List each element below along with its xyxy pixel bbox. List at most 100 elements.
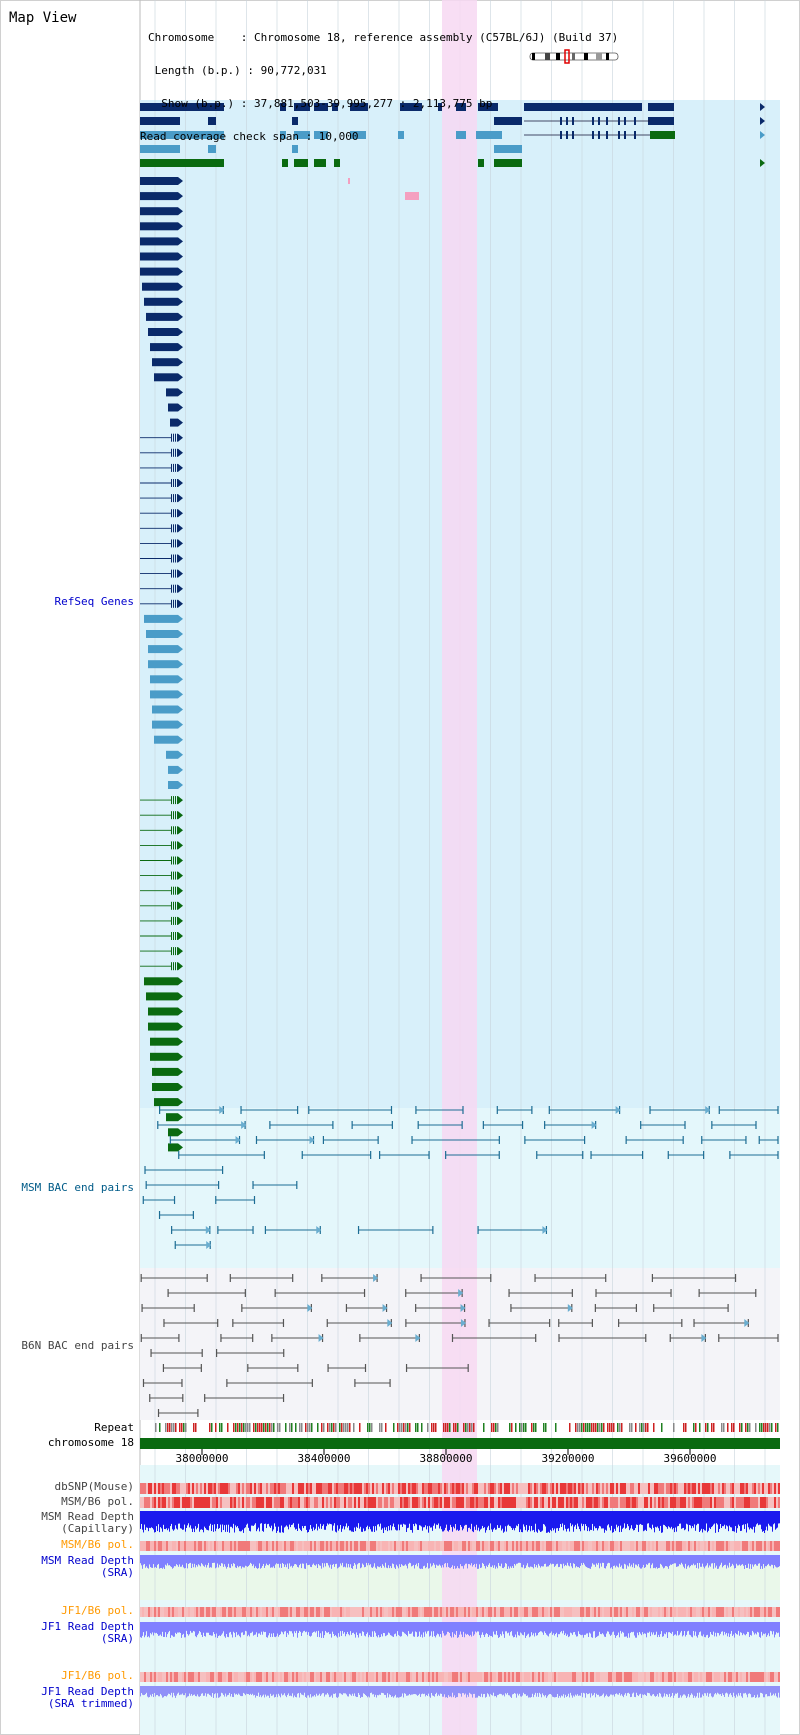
- read-depth-bar: [497, 1555, 498, 1569]
- read-depth-bar: [173, 1686, 174, 1693]
- read-depth-bar: [528, 1511, 529, 1531]
- read-depth-bar: [318, 1686, 319, 1696]
- read-depth-bar: [576, 1511, 577, 1530]
- read-depth-bar: [170, 1622, 171, 1638]
- read-depth-bar: [510, 1686, 511, 1697]
- snp-density: [566, 1483, 568, 1494]
- read-depth-bar: [609, 1622, 610, 1635]
- snp-density: [364, 1607, 366, 1617]
- read-depth-bar: [221, 1622, 222, 1635]
- snp-density: [440, 1541, 442, 1551]
- read-depth-bar: [144, 1511, 145, 1525]
- snp-density: [392, 1672, 394, 1682]
- read-depth-bar: [544, 1555, 545, 1565]
- read-depth-bar: [417, 1555, 418, 1567]
- read-depth-bar: [180, 1686, 181, 1695]
- read-depth-bar: [454, 1555, 455, 1566]
- gene-exon: [606, 131, 608, 139]
- snp-density: [214, 1672, 216, 1682]
- read-depth-bar: [395, 1511, 396, 1530]
- read-depth-bar: [737, 1622, 738, 1635]
- read-depth-bar: [623, 1511, 624, 1528]
- read-depth-bar: [237, 1686, 238, 1695]
- read-depth-bar: [211, 1622, 212, 1636]
- snp-density: [724, 1607, 726, 1617]
- snp-density: [526, 1483, 528, 1494]
- snp-density: [542, 1497, 544, 1508]
- read-depth-bar: [499, 1686, 500, 1694]
- read-depth-bar: [766, 1511, 767, 1527]
- snp-density: [344, 1483, 346, 1494]
- snp-density: [520, 1483, 522, 1494]
- read-depth-bar: [584, 1622, 585, 1635]
- gene-pseudo: [348, 178, 350, 184]
- snp-density: [708, 1483, 710, 1494]
- read-depth-bar: [642, 1686, 643, 1695]
- read-depth-bar: [715, 1511, 716, 1533]
- read-depth-bar: [291, 1511, 292, 1525]
- read-depth-bar: [777, 1686, 778, 1698]
- read-depth-bar: [752, 1686, 753, 1698]
- snp-density: [420, 1483, 422, 1494]
- track-label-b6n-bac[interactable]: B6N BAC end pairs: [21, 1339, 134, 1352]
- snp-density: [738, 1672, 740, 1682]
- snp-density: [698, 1607, 700, 1617]
- read-depth-bar: [245, 1686, 246, 1696]
- read-depth-bar: [406, 1511, 407, 1532]
- snp-density: [566, 1672, 568, 1682]
- read-depth-bar: [560, 1622, 561, 1633]
- read-depth-bar: [735, 1511, 736, 1527]
- read-depth-bar: [418, 1622, 419, 1637]
- snp-density: [342, 1541, 344, 1551]
- read-depth-bar: [155, 1686, 156, 1697]
- read-depth-bar: [497, 1511, 498, 1526]
- page-title: Map View: [9, 10, 77, 26]
- snp-density: [354, 1607, 356, 1617]
- track-label-refseq-genes[interactable]: RefSeq Genes: [54, 595, 134, 608]
- snp-density: [632, 1483, 634, 1494]
- read-depth-bar: [508, 1555, 509, 1567]
- read-depth-bar: [348, 1686, 349, 1697]
- read-depth-bar: [179, 1686, 180, 1696]
- read-depth-bar: [730, 1511, 731, 1528]
- read-depth-bar: [151, 1622, 152, 1635]
- gene-strand-arrow: [178, 916, 183, 925]
- read-depth-bar: [620, 1555, 621, 1567]
- read-depth-bar: [365, 1686, 366, 1695]
- read-depth-bar: [514, 1622, 515, 1637]
- read-depth-bar: [253, 1622, 254, 1636]
- read-depth-bar: [520, 1555, 521, 1564]
- read-depth-bar: [490, 1686, 491, 1694]
- snp-density: [338, 1541, 340, 1551]
- snp-density: [642, 1607, 644, 1617]
- read-depth-bar: [597, 1686, 598, 1695]
- gene-exon: [560, 117, 562, 125]
- read-depth-bar: [543, 1511, 544, 1525]
- read-depth-bar: [705, 1511, 706, 1531]
- read-depth-bar: [524, 1555, 525, 1569]
- snp-density: [276, 1607, 278, 1617]
- snp-density: [410, 1497, 412, 1508]
- snp-density: [326, 1497, 328, 1508]
- gene-exon: [171, 886, 172, 895]
- snp-density: [496, 1541, 498, 1551]
- snp-density: [298, 1497, 300, 1508]
- snp-density: [230, 1497, 232, 1508]
- read-depth-bar: [441, 1555, 442, 1568]
- snp-density: [740, 1497, 742, 1508]
- read-depth-bar: [182, 1622, 183, 1635]
- snp-density: [314, 1672, 316, 1682]
- track-label-msm-bac[interactable]: MSM BAC end pairs: [21, 1181, 134, 1194]
- read-depth-bar: [325, 1622, 326, 1631]
- read-depth-bar: [750, 1686, 751, 1695]
- read-depth-bar: [553, 1622, 554, 1634]
- snp-density: [302, 1497, 304, 1508]
- snp-density: [314, 1497, 316, 1508]
- read-depth-bar: [697, 1555, 698, 1563]
- read-depth-bar: [140, 1555, 141, 1564]
- read-depth-bar: [744, 1686, 745, 1694]
- snp-density: [650, 1497, 652, 1508]
- bac-arrow: [241, 1121, 247, 1129]
- snp-density: [668, 1497, 670, 1508]
- snp-density: [226, 1672, 228, 1682]
